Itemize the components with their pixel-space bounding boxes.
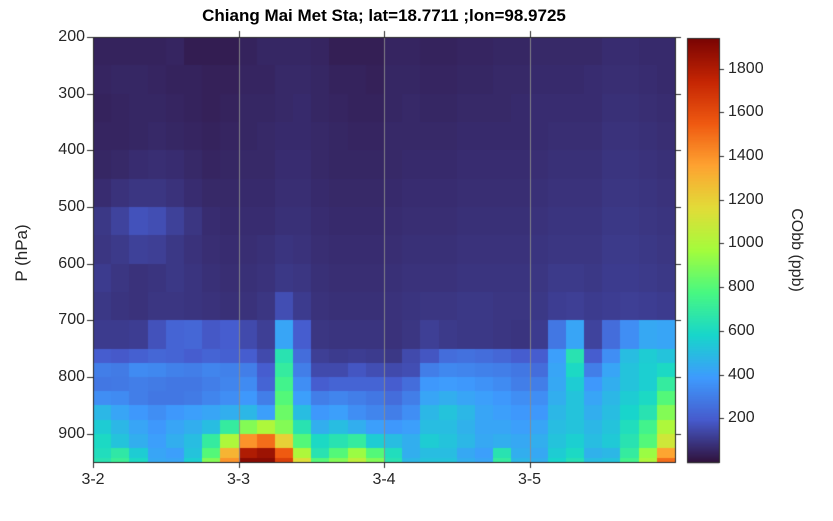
colorbar-tick-label: 600	[728, 321, 755, 339]
y-tick-label: 700	[58, 311, 85, 329]
x-tick-label: 3-3	[226, 471, 251, 488]
y-tick-label: 900	[58, 424, 85, 442]
x-tick-label: 3-4	[372, 471, 396, 488]
colorbar-tick-label: 200	[728, 409, 755, 427]
y-tick-label: 200	[58, 28, 85, 45]
y-tick-label: 400	[58, 141, 85, 159]
colorbar-label: CObb (ppb)	[788, 208, 805, 292]
y-tick-label: 800	[58, 368, 85, 385]
colorbar-tick-label: 800	[728, 278, 755, 296]
y-tick-label: 500	[58, 198, 85, 215]
y-tick-label: 600	[58, 254, 85, 272]
plot-title: Chiang Mai Met Sta; lat=18.7711 ;lon=98.…	[202, 6, 566, 25]
colorbar-tick-label: 400	[728, 365, 755, 383]
colorbar-tick-label: 1000	[728, 234, 764, 252]
colorbar-tick-label: 1800	[728, 59, 764, 77]
colorbar-tick-label: 1400	[728, 147, 764, 165]
x-tick-label: 3-5	[517, 471, 542, 488]
x-tick-label: 3-2	[81, 471, 105, 488]
colorbar-tick-label: 1600	[728, 103, 764, 121]
y-axis-label: P (hPa)	[12, 224, 31, 282]
y-tick-label: 300	[58, 84, 85, 102]
colorbar-tick-label: 1200	[728, 190, 764, 208]
